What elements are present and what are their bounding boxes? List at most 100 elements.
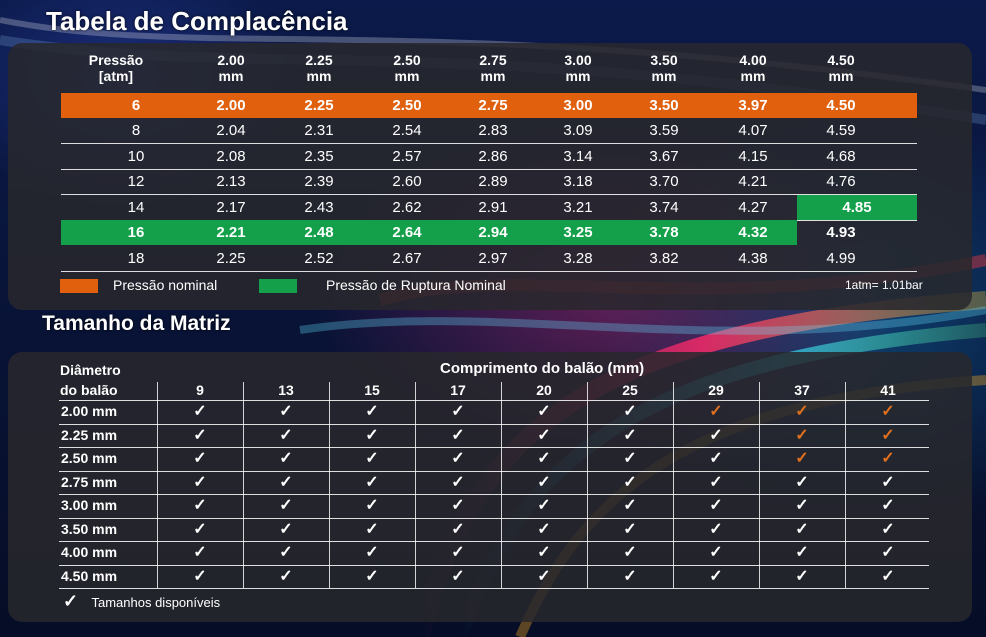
- diameter-cell: 2.75: [478, 97, 508, 114]
- diameter-col-header: 3.50 mm: [624, 52, 704, 84]
- diameter-cell: 3.18: [563, 173, 593, 190]
- check-icon: ✓: [623, 497, 637, 514]
- check-icon: ✓: [709, 403, 723, 420]
- check-icon: ✓: [881, 568, 895, 585]
- check-icon: ✓: [623, 403, 637, 420]
- compliance-title: Tabela de Complacência: [46, 6, 348, 36]
- check-icon: ✓: [279, 521, 293, 538]
- check-icon: ✓: [709, 474, 723, 491]
- matrix-row-label: 2.00 mm: [61, 403, 118, 419]
- diameter-col-unit: mm: [565, 68, 591, 84]
- compliance-row: 18 2.25 2.52 2.67 2.97 3.28 3.82 4.38 4.99: [61, 246, 917, 272]
- rupture-highlight: [61, 220, 797, 245]
- diameter-cell: 2.04: [216, 122, 246, 139]
- matrix-row: 4.00 mm ✓ ✓ ✓ ✓ ✓ ✓ ✓ ✓ ✓: [59, 541, 929, 564]
- diameter-cell: 4.85: [797, 195, 917, 220]
- check-icon: ✓: [451, 568, 465, 585]
- check-icon: ✓: [537, 497, 551, 514]
- check-icon: ✓: [795, 427, 809, 444]
- length-col-header: 9: [196, 382, 204, 398]
- row-divider: [61, 143, 917, 144]
- compliance-panel: [8, 43, 972, 310]
- diameter-cell: 2.60: [392, 173, 422, 190]
- diameter-col-value: 2.75: [479, 52, 507, 68]
- check-icon: ✓: [365, 497, 379, 514]
- check-icon: ✓: [451, 427, 465, 444]
- diameter-col-value: 3.00: [564, 52, 592, 68]
- check-icon: ✓: [279, 497, 293, 514]
- diameter-header-line2: do balão: [60, 382, 118, 398]
- legend-nominal-swatch: [60, 279, 98, 293]
- check-icon: ✓: [795, 497, 809, 514]
- diameter-col-header: 2.50 mm: [367, 52, 447, 84]
- diameter-col-unit: mm: [218, 68, 244, 84]
- check-icon: ✓: [881, 544, 895, 561]
- diameter-cell: 2.54: [392, 122, 422, 139]
- matrix-row: 3.50 mm ✓ ✓ ✓ ✓ ✓ ✓ ✓ ✓ ✓: [59, 518, 929, 541]
- diameter-cell: 4.32: [738, 224, 768, 241]
- check-icon: ✓: [451, 474, 465, 491]
- diameter-col-unit: mm: [480, 68, 506, 84]
- diameter-cell: 3.67: [649, 148, 679, 165]
- pressure-cell: 18: [127, 250, 145, 267]
- check-icon: ✓: [709, 427, 723, 444]
- diameter-cell: 2.89: [478, 173, 508, 190]
- grid-vline: [415, 382, 416, 588]
- check-icon: ✓: [709, 450, 723, 467]
- check-icon: ✓: [881, 474, 895, 491]
- grid-vline: [759, 382, 760, 588]
- diameter-cell: 2.64: [392, 224, 422, 241]
- diameter-cell: 3.00: [563, 97, 593, 114]
- check-icon: ✓: [365, 544, 379, 561]
- grid-hline: [59, 494, 929, 495]
- check-icon: ✓: [623, 450, 637, 467]
- check-icon: ✓: [537, 450, 551, 467]
- diameter-col-unit: mm: [394, 68, 420, 84]
- row-divider: [61, 169, 917, 170]
- check-icon: ✓: [365, 450, 379, 467]
- diameter-cell: 4.76: [826, 173, 856, 190]
- diameter-cell: 4.93: [826, 224, 856, 241]
- diameter-cell: 2.48: [304, 224, 334, 241]
- diameter-cell: 3.74: [649, 199, 679, 216]
- diameter-cell: 3.09: [563, 122, 593, 139]
- check-icon: ✓: [709, 544, 723, 561]
- diameter-cell: 3.78: [649, 224, 679, 241]
- check-icon: ✓: [279, 474, 293, 491]
- diameter-cell: 2.94: [478, 224, 508, 241]
- check-icon: ✓: [193, 450, 207, 467]
- check-icon: ✓: [365, 568, 379, 585]
- diameter-cell: 2.13: [216, 173, 246, 190]
- compliance-header-row: Pressão [atm] 2.00 mm 2.25 mm 2.50 mm 2.75 mm 3.…: [61, 52, 917, 88]
- matrix-row: 2.50 mm ✓ ✓ ✓ ✓ ✓ ✓ ✓ ✓ ✓: [59, 447, 929, 470]
- length-col-header: 37: [794, 382, 810, 398]
- diameter-cell: 2.62: [392, 199, 422, 216]
- compliance-row: 8 2.04 2.31 2.54 2.83 3.09 3.59 4.07 4.59: [61, 118, 917, 144]
- diameter-cell: 3.14: [563, 148, 593, 165]
- check-icon: ✓: [365, 521, 379, 538]
- check-icon: ✓: [279, 544, 293, 561]
- check-icon: ✓: [279, 427, 293, 444]
- diameter-col-header: 2.25 mm: [279, 52, 359, 84]
- diameter-cell: 2.25: [304, 97, 334, 114]
- pressure-cell: 16: [127, 224, 145, 241]
- diameter-cell: 4.68: [826, 148, 856, 165]
- grid-hline: [59, 471, 929, 472]
- pressure-header-line1: Pressão: [88, 52, 144, 68]
- grid-vline: [243, 382, 244, 588]
- diameter-cell: 3.70: [649, 173, 679, 190]
- check-icon: ✓: [537, 474, 551, 491]
- diameter-cell: 4.99: [826, 250, 856, 267]
- diameter-cell: 2.08: [216, 148, 246, 165]
- check-icon: ✓: [193, 497, 207, 514]
- diameter-cell: 3.28: [563, 250, 593, 267]
- available-sizes-legend: ✓ Tamanhos disponíveis: [63, 591, 220, 612]
- diameter-cell: 2.50: [392, 97, 422, 114]
- check-icon: ✓: [451, 450, 465, 467]
- check-icon: ✓: [537, 521, 551, 538]
- matrix-row: 3.00 mm ✓ ✓ ✓ ✓ ✓ ✓ ✓ ✓ ✓: [59, 494, 929, 517]
- diameter-cell: 2.57: [392, 148, 422, 165]
- diameter-col-header: 4.50 mm: [801, 52, 881, 84]
- available-sizes-label: Tamanhos disponíveis: [91, 595, 221, 610]
- check-icon: ✓: [193, 427, 207, 444]
